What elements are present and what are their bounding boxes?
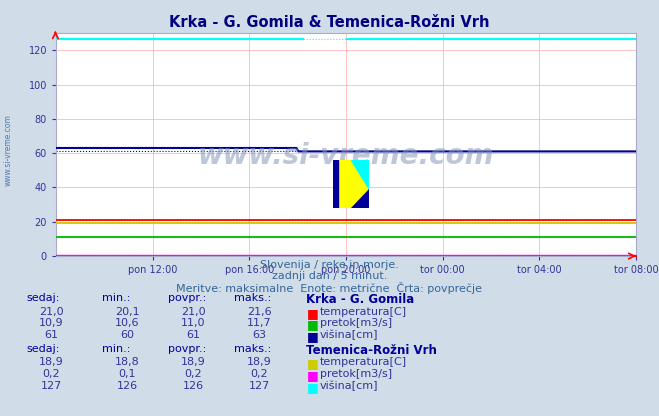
Text: zadnji dan / 5 minut.: zadnji dan / 5 minut.	[272, 271, 387, 281]
Text: 10,6: 10,6	[115, 318, 140, 328]
Text: 18,9: 18,9	[181, 357, 206, 367]
Text: 63: 63	[252, 330, 266, 340]
Text: min.:: min.:	[102, 344, 130, 354]
Text: ■: ■	[306, 307, 318, 319]
Text: 11,7: 11,7	[246, 318, 272, 328]
Text: 21,0: 21,0	[181, 307, 206, 317]
Text: 11,0: 11,0	[181, 318, 206, 328]
Text: 20,1: 20,1	[115, 307, 140, 317]
Text: Krka - G. Gomila: Krka - G. Gomila	[306, 293, 415, 306]
Text: ■: ■	[306, 381, 318, 394]
Polygon shape	[351, 189, 369, 208]
Text: višina[cm]: višina[cm]	[320, 330, 378, 340]
Text: 21,6: 21,6	[246, 307, 272, 317]
Text: 0,2: 0,2	[250, 369, 268, 379]
Text: Krka - G. Gomila & Temenica-Rožni Vrh: Krka - G. Gomila & Temenica-Rožni Vrh	[169, 15, 490, 30]
Text: ■: ■	[306, 330, 318, 343]
Text: 0,2: 0,2	[185, 369, 202, 379]
Text: maks.:: maks.:	[234, 344, 272, 354]
Text: temperatura[C]: temperatura[C]	[320, 307, 407, 317]
Text: Slovenija / reke in morje.: Slovenija / reke in morje.	[260, 260, 399, 270]
Text: 60: 60	[120, 330, 134, 340]
Text: ■: ■	[306, 357, 318, 370]
Text: povpr.:: povpr.:	[168, 293, 206, 303]
Text: 10,9: 10,9	[39, 318, 64, 328]
Text: 61: 61	[44, 330, 59, 340]
Text: Temenica-Rožni Vrh: Temenica-Rožni Vrh	[306, 344, 438, 357]
Text: 18,8: 18,8	[115, 357, 140, 367]
Text: pretok[m3/s]: pretok[m3/s]	[320, 318, 391, 328]
Text: maks.:: maks.:	[234, 293, 272, 303]
Text: sedaj:: sedaj:	[26, 344, 60, 354]
Text: ■: ■	[306, 318, 318, 331]
Text: pretok[m3/s]: pretok[m3/s]	[320, 369, 391, 379]
Text: višina[cm]: višina[cm]	[320, 381, 378, 391]
Text: sedaj:: sedaj:	[26, 293, 60, 303]
Text: 0,1: 0,1	[119, 369, 136, 379]
Polygon shape	[351, 160, 369, 189]
Text: 126: 126	[183, 381, 204, 391]
Text: 126: 126	[117, 381, 138, 391]
Text: 0,2: 0,2	[43, 369, 60, 379]
Text: 18,9: 18,9	[246, 357, 272, 367]
Text: 127: 127	[41, 381, 62, 391]
Bar	[333, 160, 338, 208]
Text: ■: ■	[306, 369, 318, 382]
Text: 18,9: 18,9	[39, 357, 64, 367]
Text: povpr.:: povpr.:	[168, 344, 206, 354]
Text: min.:: min.:	[102, 293, 130, 303]
Text: www.si-vreme.com: www.si-vreme.com	[3, 114, 13, 186]
Text: temperatura[C]: temperatura[C]	[320, 357, 407, 367]
Text: 127: 127	[248, 381, 270, 391]
Text: www.si-vreme.com: www.si-vreme.com	[198, 142, 494, 170]
Text: 21,0: 21,0	[39, 307, 64, 317]
Text: 61: 61	[186, 330, 200, 340]
Text: Meritve: maksimalne  Enote: metrične  Črta: povprečje: Meritve: maksimalne Enote: metrične Črta…	[177, 282, 482, 294]
